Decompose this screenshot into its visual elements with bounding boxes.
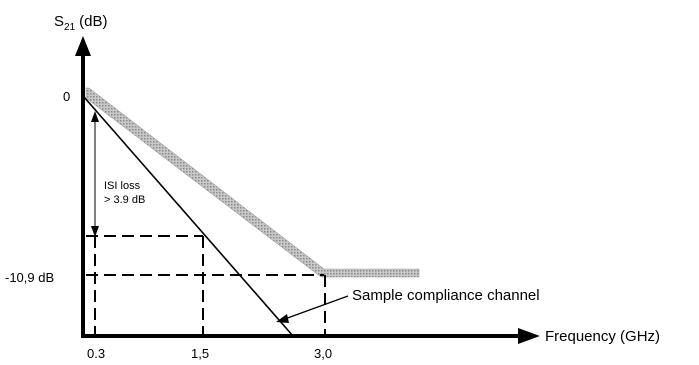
dashed-guides bbox=[86, 235, 326, 336]
y-axis-arrowhead bbox=[75, 36, 91, 56]
isi-arrowhead-bottom bbox=[91, 226, 99, 237]
x-axis-arrowhead bbox=[518, 328, 540, 344]
isi-loss-value: > 3.9 dB bbox=[104, 194, 145, 206]
x-tick-1-5: 1,5 bbox=[191, 346, 209, 361]
channel-label: Sample compliance channel bbox=[352, 287, 540, 304]
channel-callout-line bbox=[281, 295, 349, 321]
limit-line bbox=[85, 87, 420, 278]
y-tick-minus10-9: -10,9 dB bbox=[5, 270, 54, 285]
y-axis-symbol: S bbox=[54, 13, 64, 30]
y-tick-zero: 0 bbox=[63, 89, 70, 104]
y-axis-title: S21 (dB) bbox=[54, 13, 107, 33]
y-axis-subscript: 21 bbox=[64, 22, 76, 33]
x-tick-0-3: 0.3 bbox=[87, 346, 105, 361]
isi-arrowhead-top bbox=[91, 111, 99, 122]
x-tick-3-0: 3,0 bbox=[314, 346, 332, 361]
y-axis-unit: (dB) bbox=[79, 13, 107, 30]
x-axis-title: Frequency (GHz) bbox=[545, 328, 660, 345]
compliance-channel-line bbox=[83, 96, 294, 337]
isi-loss-label: ISI loss bbox=[104, 180, 141, 192]
channel-callout-arrowhead bbox=[276, 314, 289, 323]
